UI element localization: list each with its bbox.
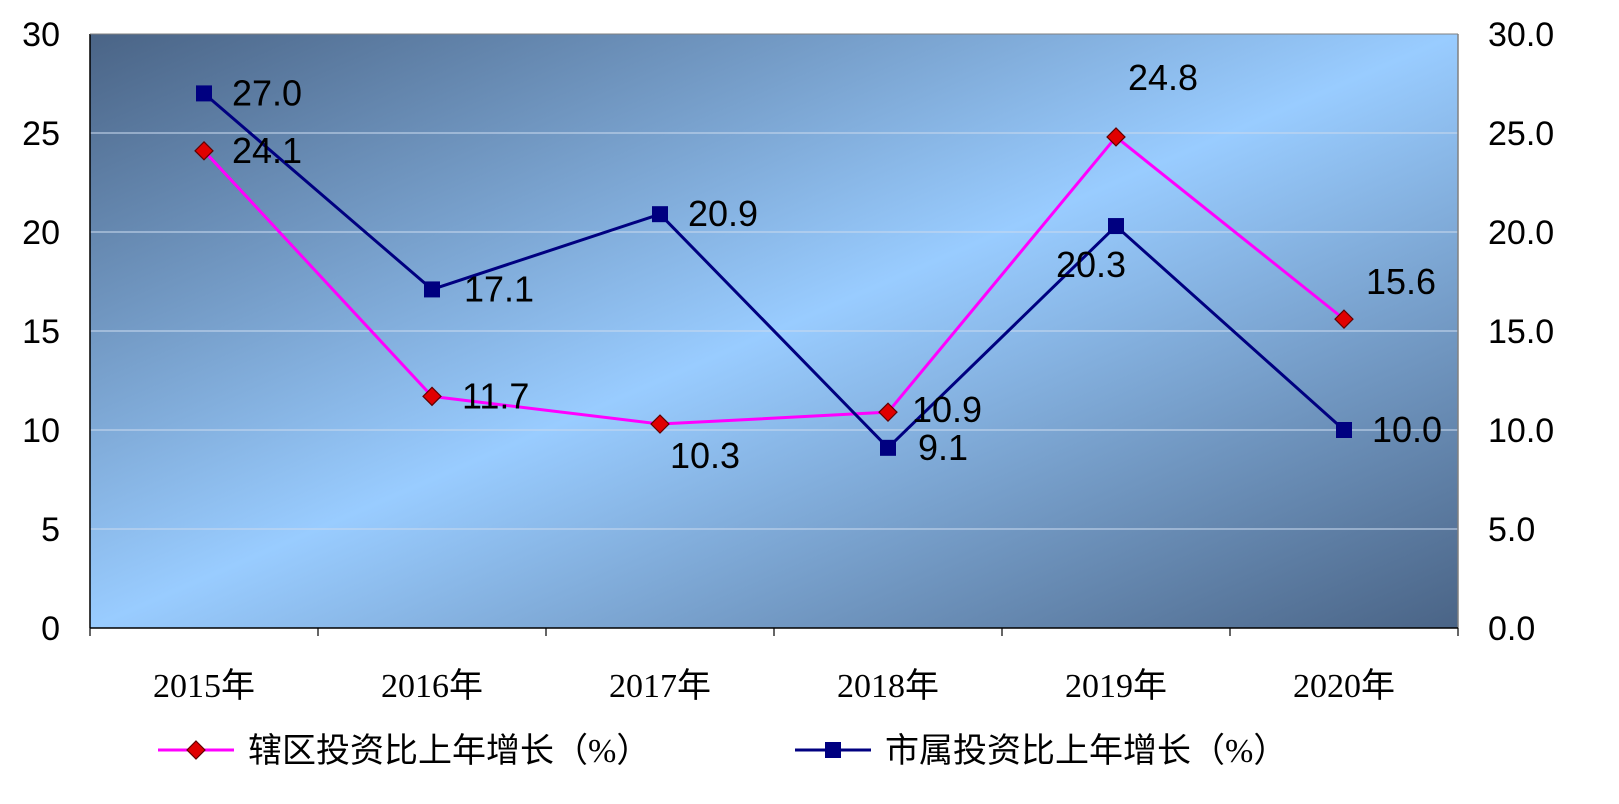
x-category-label: 2019年	[1065, 667, 1167, 705]
data-point-marker	[1108, 218, 1124, 235]
x-category-label: 2015年	[153, 667, 255, 705]
y-tick-label-right: 5.0	[1488, 511, 1535, 549]
y-tick-label-right: 30.0	[1488, 16, 1554, 54]
data-labels: 24.1 11.7 10.3 10.9 24.8 15.6 27.0 17.1 20.9 9.1 2…	[232, 57, 1442, 476]
y-tick-label-right: 0.0	[1488, 610, 1535, 648]
x-category-label: 2016年	[381, 667, 483, 705]
y-tick-label-right: 15.0	[1488, 313, 1554, 351]
y-tick-label-left: 0	[41, 610, 60, 648]
data-label: 10.3	[670, 435, 740, 476]
data-label: 9.1	[918, 427, 968, 468]
data-point-marker	[1336, 422, 1352, 438]
data-label: 11.7	[462, 375, 529, 416]
legend-label: 市属投资比上年增长（%）	[885, 732, 1287, 770]
y-tick-label-left: 25	[22, 115, 60, 153]
data-label: 24.1	[232, 130, 302, 171]
data-point-marker	[1334, 309, 1354, 329]
data-point-marker	[1106, 127, 1126, 147]
series-line	[202, 135, 1345, 426]
y-tick-label-left: 5	[41, 511, 60, 549]
data-label: 10.0	[1372, 409, 1442, 450]
legend-marker	[825, 742, 841, 758]
axes: 0 0.0 5 5.0 10 10.0 15 15.0 20 20.0 25 25.0 30 30.0 20…	[22, 16, 1554, 705]
x-category-label: 2020年	[1293, 667, 1395, 705]
data-point-marker	[196, 85, 212, 102]
data-point-marker	[422, 386, 442, 407]
y-tick-label-right: 10.0	[1488, 412, 1554, 450]
y-tick-label-right: 25.0	[1488, 115, 1554, 153]
series-1	[194, 127, 1354, 434]
legend-marker	[186, 740, 206, 760]
data-label: 24.8	[1128, 57, 1198, 98]
data-point-marker	[194, 140, 214, 161]
data-label: 17.1	[464, 268, 534, 309]
y-tick-label-right: 20.0	[1488, 214, 1554, 252]
y-tick-label-left: 10	[22, 412, 60, 450]
data-label: 10.9	[912, 389, 982, 430]
data-point-marker	[650, 414, 670, 434]
x-category-label: 2017年	[609, 667, 711, 705]
legend-entry: 辖区投资比上年增长（%）	[158, 732, 650, 770]
data-label: 15.6	[1366, 261, 1436, 302]
data-label: 20.9	[688, 193, 758, 234]
y-tick-label-left: 20	[22, 214, 60, 252]
data-point-marker	[652, 206, 668, 223]
legend: 辖区投资比上年增长（%） 市属投资比上年增长（%）	[158, 732, 1287, 770]
series-line	[203, 92, 1346, 450]
legend-entry: 市属投资比上年增长（%）	[795, 732, 1287, 770]
legend-label: 辖区投资比上年增长（%）	[248, 732, 650, 770]
series-layer	[194, 85, 1354, 456]
data-point-marker	[424, 281, 440, 298]
y-tick-label-left: 30	[22, 16, 60, 54]
x-category-label: 2018年	[837, 667, 939, 705]
data-label: 27.0	[232, 72, 302, 113]
series-2	[196, 85, 1352, 456]
data-point-marker	[878, 402, 898, 423]
y-tick-label-left: 15	[22, 313, 60, 351]
data-label: 20.3	[1056, 244, 1126, 285]
data-point-marker	[880, 439, 896, 456]
